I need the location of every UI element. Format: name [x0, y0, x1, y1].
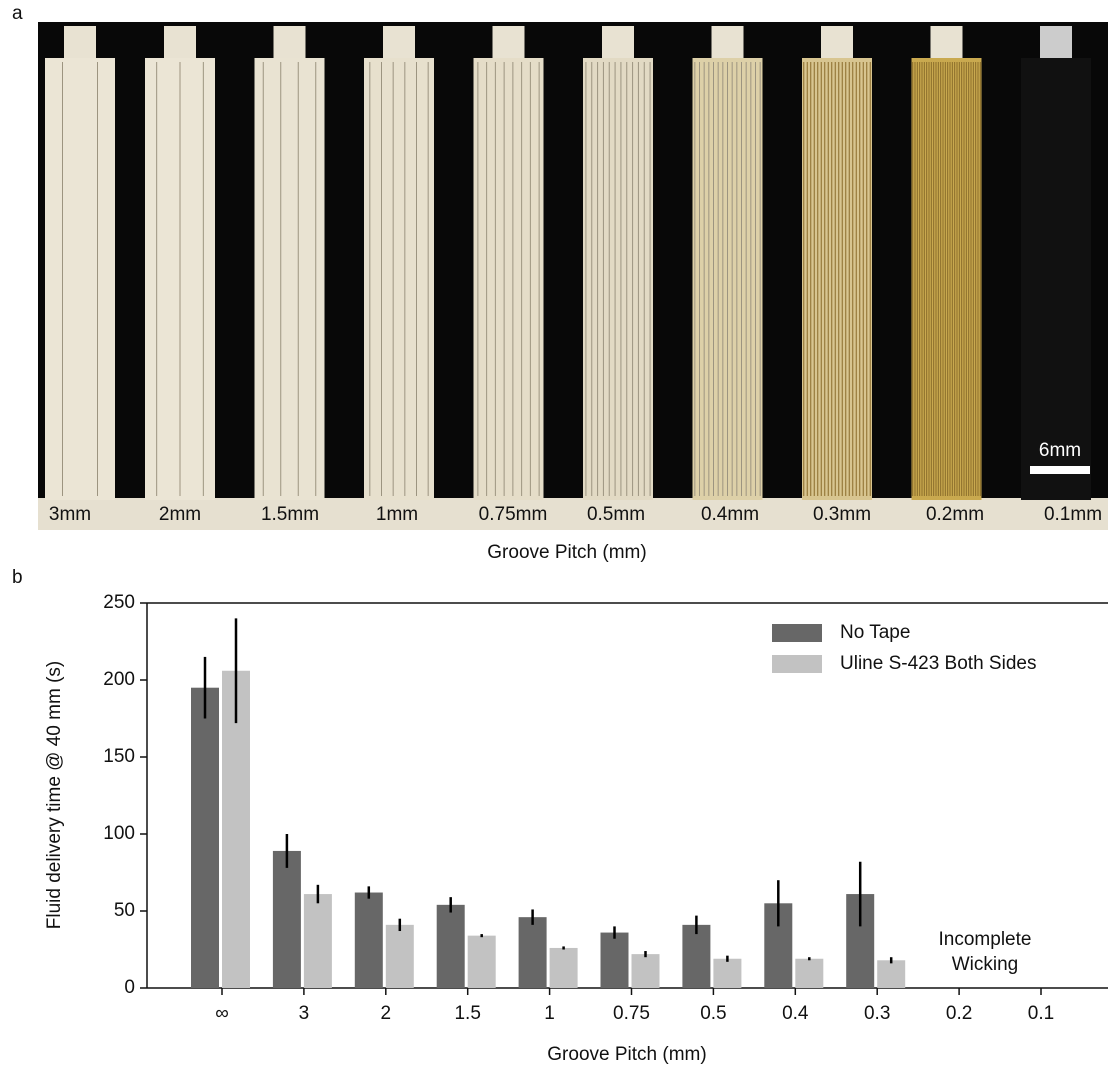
- strip-label: 1mm: [376, 504, 418, 525]
- photo-base: [38, 498, 1108, 530]
- bar: [467, 935, 496, 988]
- bar: [272, 850, 301, 988]
- bar: [518, 917, 547, 988]
- panel-letter: b: [12, 567, 23, 588]
- y-tick-label: 0: [124, 977, 135, 998]
- x-tick-label: ∞: [215, 1003, 229, 1024]
- photo-axis-label: Groove Pitch (mm): [487, 542, 646, 563]
- strip: [364, 58, 434, 500]
- strip-label: 1.5mm: [261, 504, 319, 525]
- annotation: Incomplete: [939, 929, 1032, 950]
- bar: [631, 954, 660, 988]
- strip-label: 0.2mm: [926, 504, 984, 525]
- strip: [473, 58, 544, 500]
- x-tick-label: 0.1: [1028, 1003, 1054, 1024]
- x-tick-label: 0.75: [613, 1003, 650, 1024]
- x-tick-label: 1.5: [454, 1003, 480, 1024]
- strip-label: 0.75mm: [479, 504, 548, 525]
- x-tick-label: 2: [381, 1003, 392, 1024]
- photo-strips: [38, 26, 1108, 530]
- strip: [1021, 58, 1091, 500]
- strip: [45, 58, 115, 500]
- strip: [583, 58, 653, 500]
- legend-swatch: [772, 624, 822, 642]
- y-tick-label: 200: [103, 669, 135, 690]
- bar: [713, 958, 742, 988]
- bar: [222, 670, 250, 988]
- bar: [385, 924, 414, 988]
- strip: [802, 58, 872, 500]
- x-tick-label: 0.4: [782, 1003, 809, 1024]
- legend-label: No Tape: [840, 622, 910, 643]
- annotation: Wicking: [952, 954, 1019, 975]
- bar: [354, 892, 383, 988]
- bar: [877, 960, 906, 988]
- bar: [795, 958, 824, 988]
- bar: [549, 947, 578, 988]
- strip: [254, 58, 325, 500]
- bar: [436, 904, 465, 988]
- bar: [303, 894, 332, 988]
- bar: [600, 932, 629, 988]
- strip-label: 0.4mm: [701, 504, 759, 525]
- x-tick-label: 1: [544, 1003, 555, 1024]
- panel-letter: a: [12, 3, 23, 24]
- y-tick-label: 250: [103, 592, 135, 613]
- strip-label: 2mm: [159, 504, 201, 525]
- x-axis-label: Groove Pitch (mm): [547, 1044, 706, 1065]
- y-tick-label: 50: [114, 900, 135, 921]
- x-tick-label: 3: [299, 1003, 310, 1024]
- y-axis-label: Fluid delivery time @ 40 mm (s): [44, 661, 65, 929]
- x-tick-label: 0.5: [700, 1003, 726, 1024]
- x-tick-label: 0.2: [946, 1003, 972, 1024]
- legend-label: Uline S-423 Both Sides: [840, 653, 1036, 674]
- strip-label: 3mm: [49, 504, 91, 525]
- strip-label: 0.1mm: [1044, 504, 1102, 525]
- scale-label: 6mm: [1039, 440, 1081, 461]
- strip-label: 0.3mm: [813, 504, 871, 525]
- y-tick-label: 150: [103, 746, 135, 767]
- y-tick-label: 100: [103, 823, 135, 844]
- legend-swatch: [772, 655, 822, 673]
- strip: [911, 58, 982, 500]
- bar: [191, 687, 219, 988]
- scale-bar: [1030, 466, 1090, 474]
- strip-label: 0.5mm: [587, 504, 645, 525]
- x-tick-label: 0.3: [864, 1003, 890, 1024]
- bar: [682, 924, 711, 988]
